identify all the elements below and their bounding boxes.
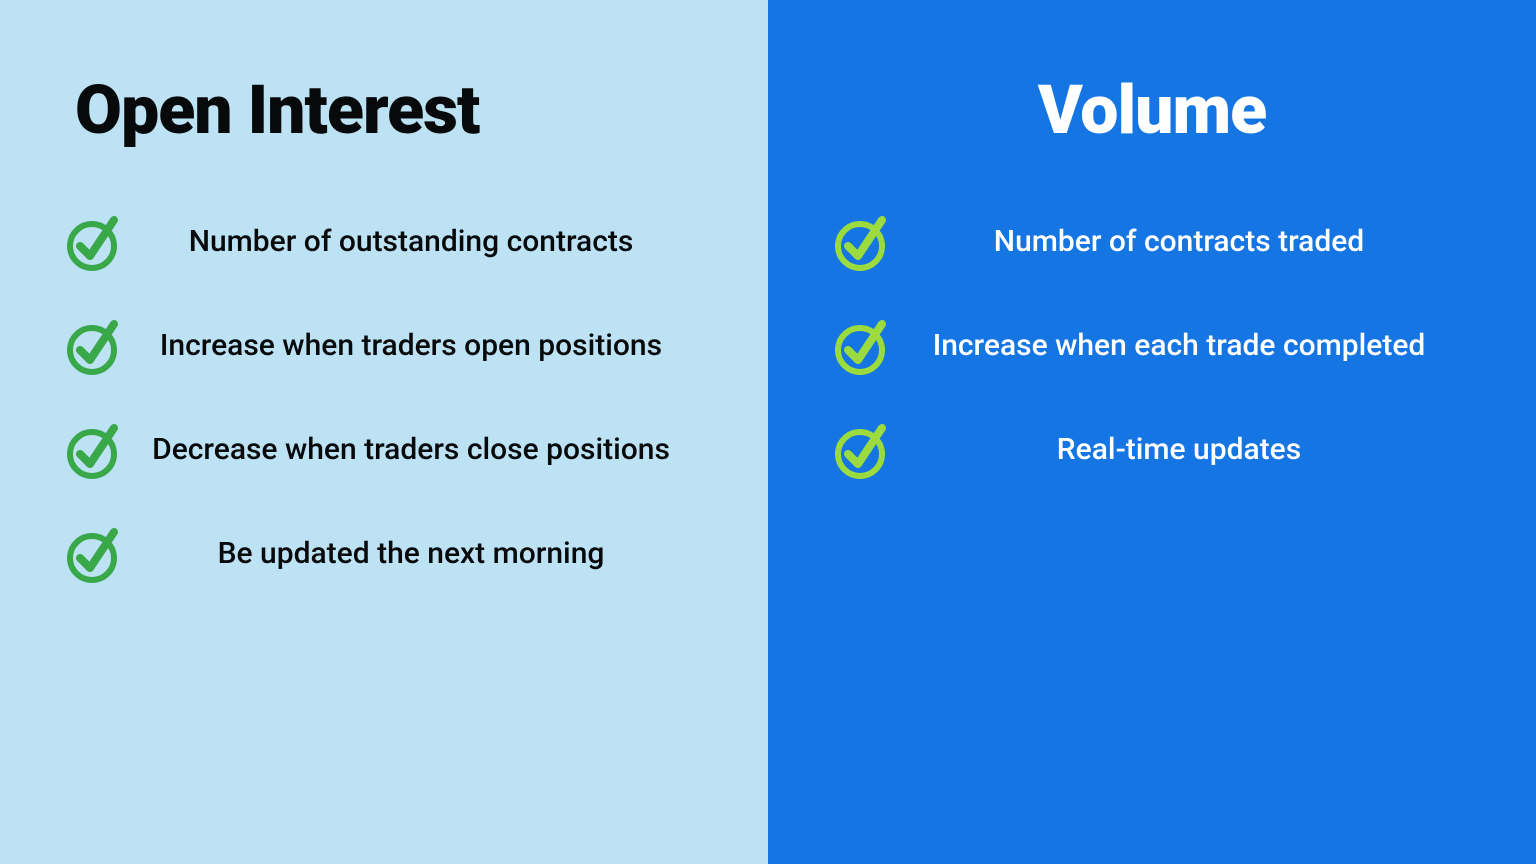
left-title: Open Interest: [60, 70, 708, 150]
item-text: Be updated the next morning: [124, 534, 708, 575]
list-item: Decrease when traders close positions: [60, 418, 708, 482]
right-panel: Volume Number of contracts traded Increa…: [768, 0, 1536, 864]
left-panel: Open Interest Number of outstanding cont…: [0, 0, 768, 864]
checkmark-icon: [60, 418, 124, 482]
item-text: Real-time updates: [892, 430, 1476, 471]
checkmark-icon: [60, 522, 124, 586]
list-item: Increase when each trade completed: [828, 314, 1476, 378]
checkmark-icon: [60, 210, 124, 274]
checkmark-icon: [828, 314, 892, 378]
checkmark-icon: [828, 210, 892, 274]
checkmark-icon: [60, 314, 124, 378]
item-text: Increase when traders open positions: [124, 326, 708, 367]
item-text: Increase when each trade completed: [892, 326, 1476, 367]
right-title: Volume: [828, 70, 1476, 150]
item-text: Number of outstanding contracts: [124, 222, 708, 263]
list-item: Number of outstanding contracts: [60, 210, 708, 274]
item-text: Decrease when traders close positions: [124, 430, 708, 471]
item-text: Number of contracts traded: [892, 222, 1476, 263]
checkmark-icon: [828, 418, 892, 482]
list-item: Increase when traders open positions: [60, 314, 708, 378]
list-item: Be updated the next morning: [60, 522, 708, 586]
list-item: Real-time updates: [828, 418, 1476, 482]
list-item: Number of contracts traded: [828, 210, 1476, 274]
